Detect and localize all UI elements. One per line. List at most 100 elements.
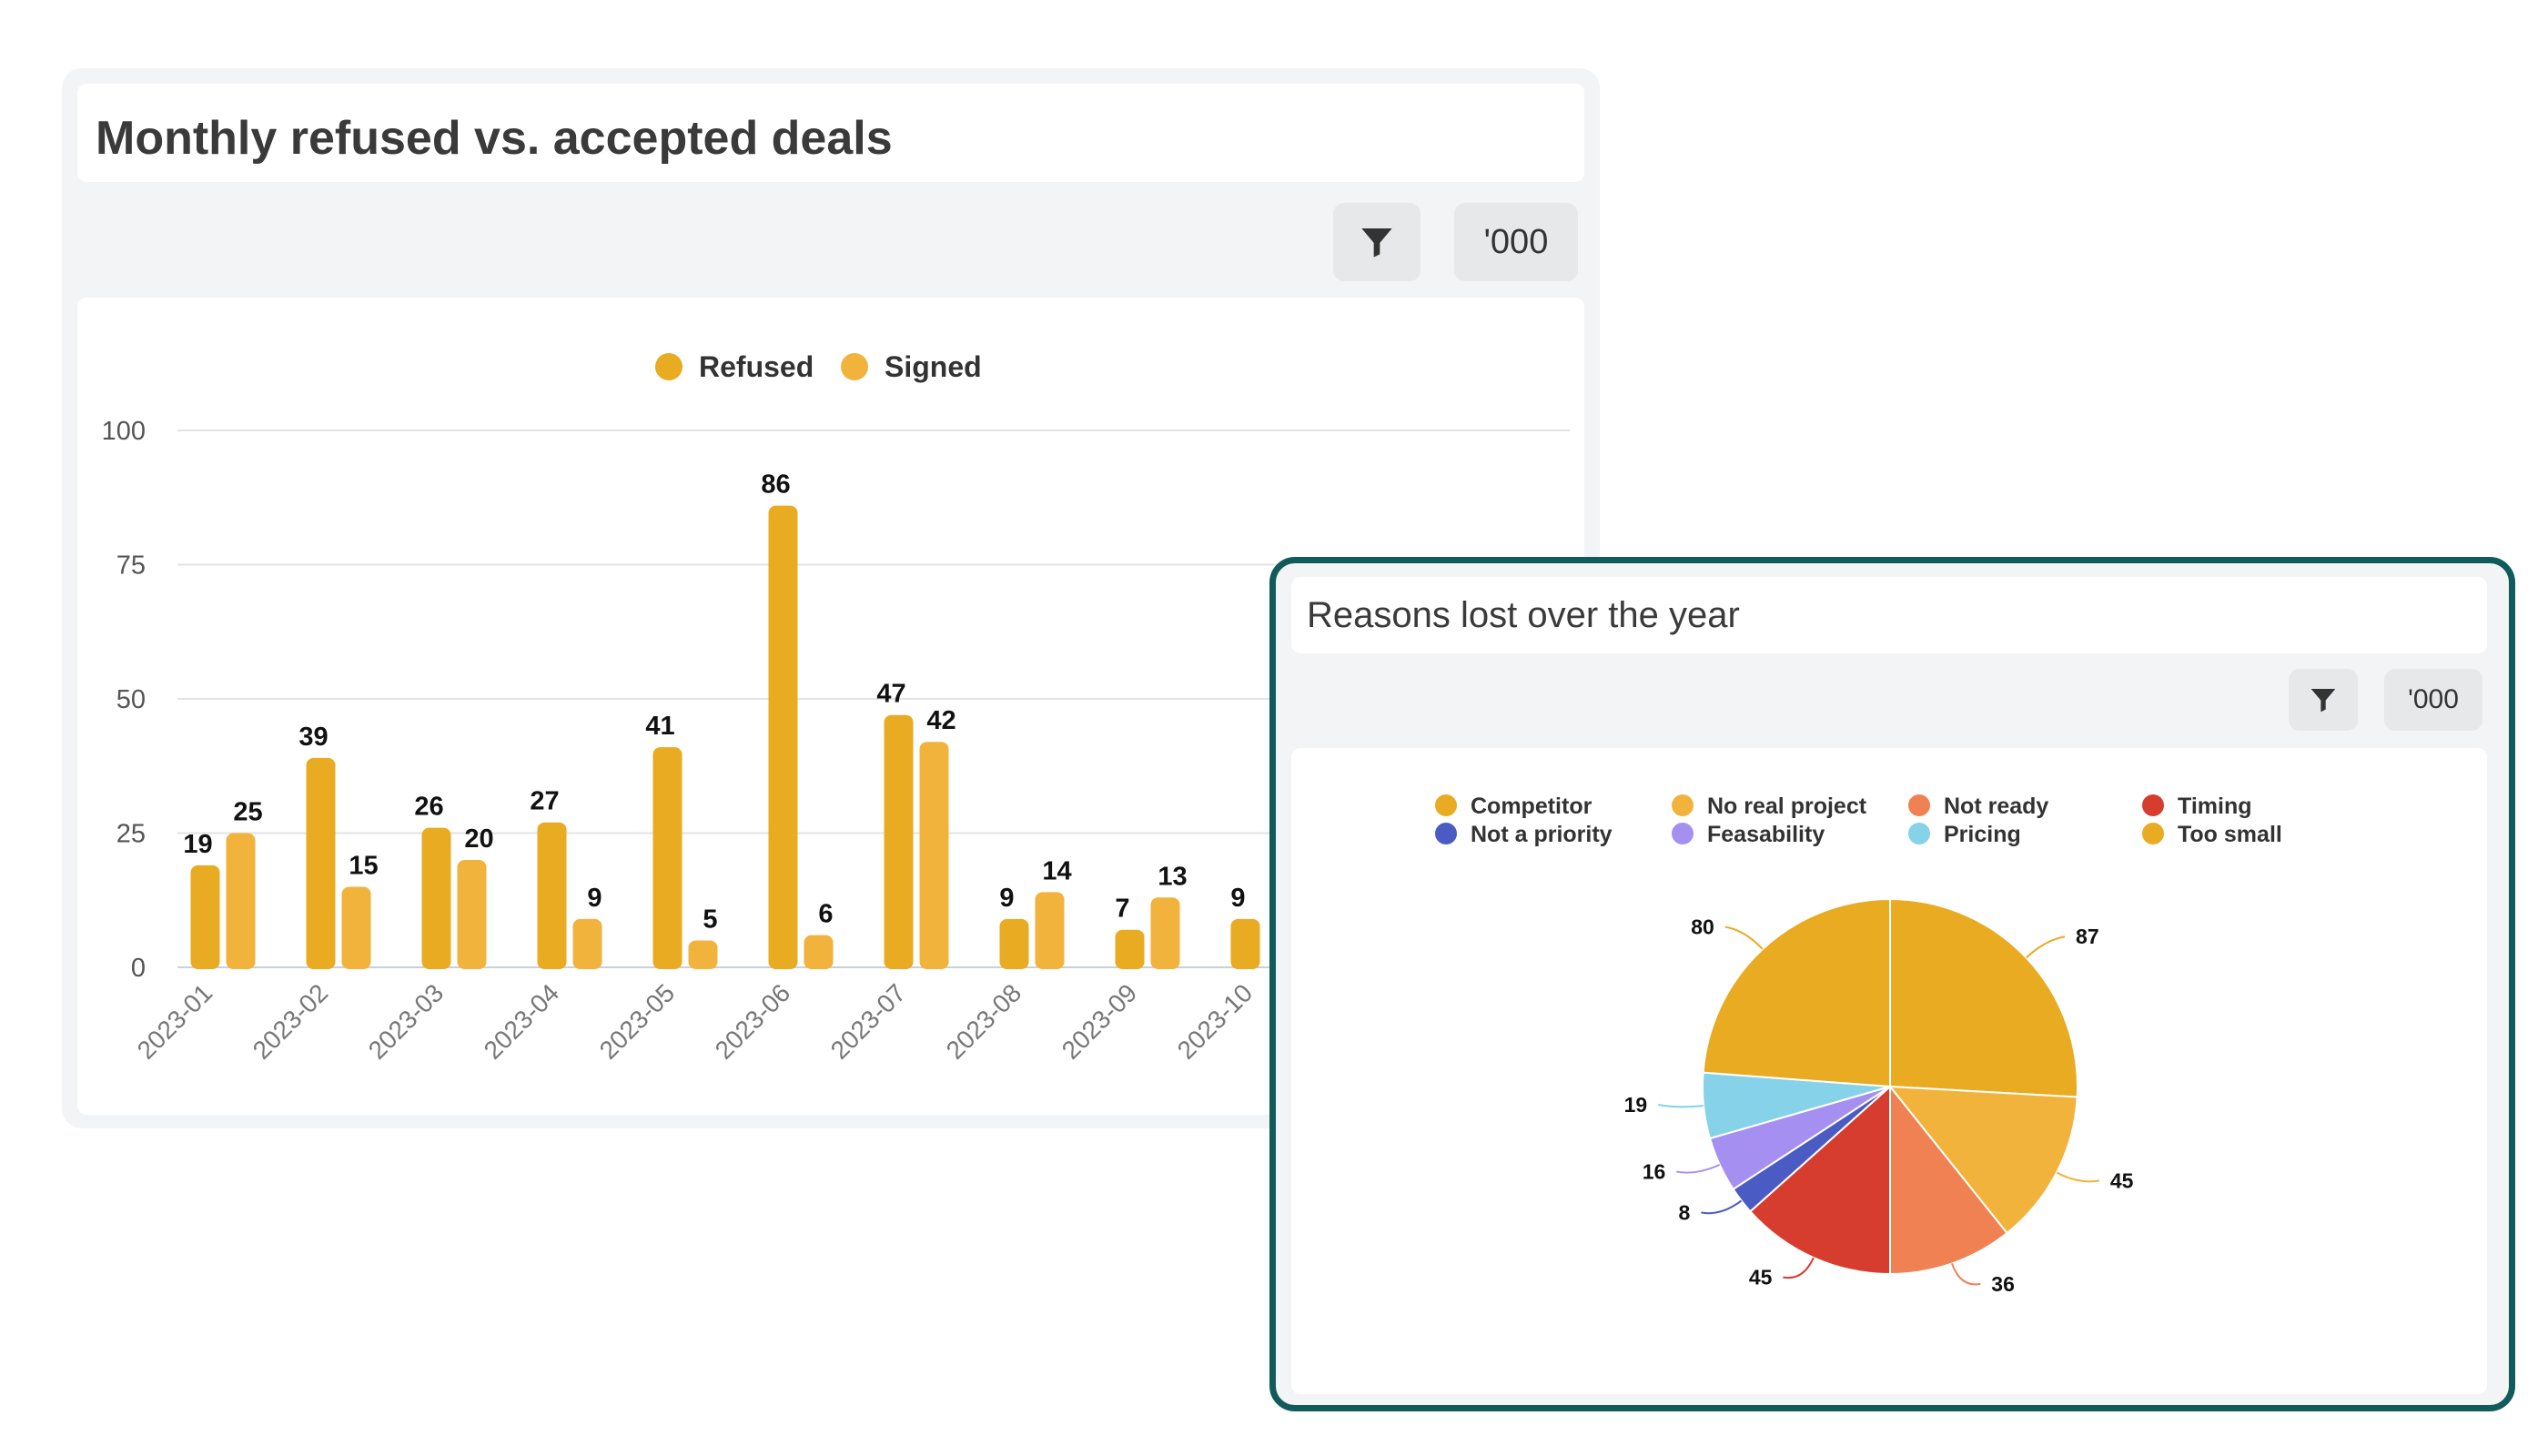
- data-label: 41: [645, 712, 674, 741]
- pie-connector: [1676, 1163, 1721, 1174]
- bar-chart-filter-button[interactable]: [1333, 203, 1421, 281]
- legend-marker: [1435, 823, 1457, 844]
- legend-label: No real project: [1707, 794, 1867, 819]
- legend-label: Not a priority: [1471, 822, 1613, 847]
- legend-marker: [841, 353, 868, 380]
- pie-data-label: 80: [1691, 915, 1714, 938]
- y-tick-label: 0: [131, 954, 146, 983]
- data-label: 9: [999, 884, 1014, 913]
- pie-data-label: 16: [1643, 1160, 1666, 1184]
- pie-chart-title: Reasons lost over the year: [1307, 595, 1740, 635]
- data-label: 25: [233, 798, 262, 827]
- x-tick-label: 2023-05: [594, 978, 681, 1065]
- pie-slice: [1887, 1085, 2078, 1235]
- pie-slice: [1748, 1084, 1891, 1276]
- legend-label: Too small: [2178, 822, 2282, 847]
- pie-data-label: 45: [1749, 1266, 1773, 1289]
- pie-chart-filter-button[interactable]: [2289, 669, 2358, 731]
- bar: [999, 918, 1029, 969]
- y-tick-label: 50: [116, 685, 146, 714]
- pie-connector: [1724, 925, 1764, 950]
- y-tick-label: 100: [102, 417, 146, 446]
- pie-chart-scale-button[interactable]: '000: [2384, 669, 2482, 731]
- bar: [457, 860, 487, 969]
- pie-connector: [1701, 1199, 1743, 1215]
- data-label: 86: [761, 470, 790, 500]
- y-tick-label: 75: [116, 551, 146, 581]
- legend-marker: [2142, 794, 2164, 816]
- data-label: 14: [1042, 856, 1071, 885]
- data-label: 9: [587, 884, 602, 913]
- legend: Competitor No real project Not ready Timing…: [1435, 794, 2282, 847]
- data-label: 6: [818, 900, 833, 929]
- pie-slice: [1889, 897, 2078, 1098]
- bar: [306, 757, 336, 969]
- pie-connector: [2026, 935, 2066, 959]
- data-label: 26: [414, 793, 443, 822]
- x-tick-label: 2023-07: [825, 978, 912, 1065]
- x-tick-label: 2023-02: [248, 978, 334, 1065]
- bar-chart-scale-button[interactable]: '000: [1454, 203, 1578, 281]
- pie-chart-title-bar: Reasons lost over the year: [1291, 577, 2487, 653]
- bar: [652, 747, 682, 969]
- legend-label: Refused: [699, 350, 814, 383]
- legend-marker: [1908, 823, 1930, 844]
- legend-marker: [1435, 794, 1457, 816]
- data-label: 13: [1158, 862, 1187, 891]
- legend-label: Not ready: [1944, 794, 2048, 819]
- filter-icon: [2310, 689, 2336, 713]
- legend-marker: [1672, 794, 1694, 816]
- bar: [226, 833, 256, 969]
- bar: [1230, 918, 1260, 969]
- x-tick-label: 2023-08: [941, 978, 1027, 1065]
- x-tick-label: 2023-09: [1057, 978, 1143, 1065]
- bar: [1150, 897, 1180, 969]
- bar: [341, 886, 371, 969]
- y-tick-label: 25: [116, 820, 146, 849]
- bar-chart-title: Monthly refused vs. accepted deals: [96, 112, 893, 165]
- data-label: 27: [530, 787, 559, 816]
- pie-data-label: 36: [1991, 1272, 2015, 1296]
- bar: [919, 742, 949, 969]
- data-label: 39: [298, 723, 328, 752]
- bar: [768, 505, 798, 969]
- legend-label: Competitor: [1471, 794, 1592, 819]
- data-label: 9: [1230, 884, 1245, 913]
- bar: [572, 918, 602, 969]
- legend-marker: [1908, 794, 1930, 816]
- data-label: 47: [876, 680, 905, 709]
- x-tick-label: 2023-01: [132, 978, 218, 1065]
- bar: [1035, 892, 1065, 969]
- pie-data-label: 87: [2076, 925, 2099, 948]
- bar: [537, 822, 567, 969]
- legend-marker: [1672, 823, 1694, 844]
- filter-icon: [1361, 228, 1392, 258]
- x-tick-label: 2023-10: [1172, 978, 1259, 1065]
- data-label: 7: [1115, 895, 1129, 924]
- bar: [688, 940, 718, 969]
- x-tick-label: 2023-06: [710, 978, 796, 1065]
- bar: [421, 827, 451, 969]
- x-tick-label: 2023-04: [479, 978, 565, 1065]
- pie-chart-plot-area: Competitor No real project Not ready Timing…: [1291, 748, 2487, 1394]
- legend-label: Feasability: [1707, 822, 1825, 847]
- pie-data-label: 45: [2110, 1168, 2134, 1192]
- data-label: 42: [926, 706, 956, 735]
- pie-slice: [1702, 897, 1891, 1088]
- data-label: 19: [183, 830, 212, 859]
- data-label: 5: [703, 905, 717, 935]
- pie-chart: Competitor No real project Not ready Timing…: [1435, 794, 2282, 1296]
- data-label: 15: [349, 852, 378, 881]
- bar: [884, 714, 914, 969]
- pie-slice: [1889, 1084, 2008, 1276]
- legend-label: Timing: [2178, 794, 2251, 819]
- pie-data-label: 19: [1624, 1093, 1648, 1117]
- pie-connector: [2056, 1171, 2100, 1183]
- pie-chart-card: Reasons lost over the year '000 Competit…: [1269, 557, 2515, 1411]
- legend-label: Pricing: [1944, 822, 2021, 847]
- legend: Refused Signed: [655, 350, 982, 383]
- data-label: 20: [464, 824, 493, 854]
- legend-marker: [655, 353, 682, 380]
- bar: [190, 864, 220, 969]
- pie-connector: [1951, 1263, 1981, 1286]
